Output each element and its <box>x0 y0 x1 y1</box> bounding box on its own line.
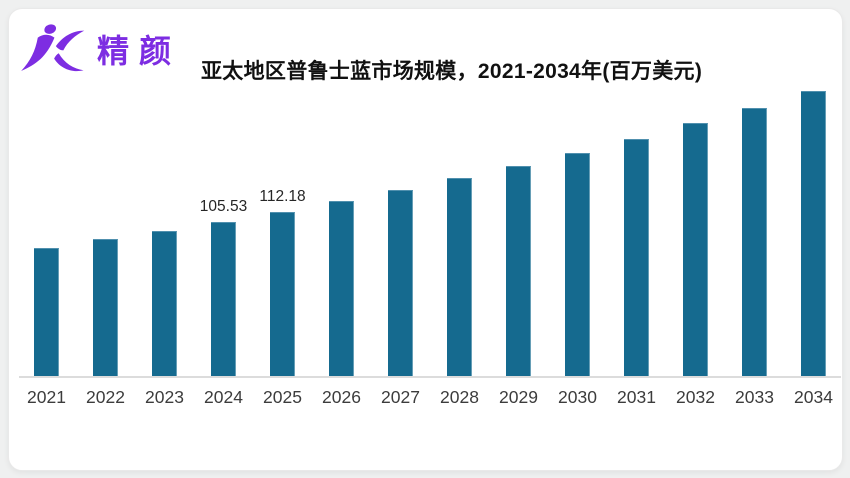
bar-2029 <box>506 166 531 377</box>
data-label-2025: 112.18 <box>259 188 306 205</box>
x-tick-2024: 2024 <box>204 387 243 407</box>
chart-title: 亚太地区普鲁士蓝市场规模，2021-2034年(百万美元) <box>201 60 703 83</box>
bar-2028 <box>447 178 472 377</box>
bar-2026 <box>329 201 354 377</box>
report-card: 精颜 亚太地区普鲁士蓝市场规模，2021-2034年(百万美元) 105.53 1… <box>8 8 843 471</box>
bar-2032 <box>683 123 708 377</box>
brand-logo-mark-icon <box>21 24 85 72</box>
x-tick-2023: 2023 <box>145 387 184 407</box>
bar-2034 <box>801 91 826 377</box>
bar-slot-2027 <box>371 9 430 377</box>
x-tick-2022: 2022 <box>86 387 125 407</box>
bar-slot-2034 <box>784 9 842 377</box>
bar-slot-2021 <box>17 9 76 377</box>
bar-chart: 105.53 112.18 2021 2022 2023 2024 2025 2026 202… <box>17 9 842 419</box>
bar-2022 <box>93 239 118 377</box>
bar-slot-2024: 105.53 <box>194 9 253 377</box>
brand-logo-text: 精颜 <box>97 33 182 69</box>
data-label-2024: 105.53 <box>199 198 248 215</box>
x-axis-line <box>19 376 841 378</box>
x-tick-2033: 2033 <box>735 387 774 407</box>
x-tick-2029: 2029 <box>499 387 538 407</box>
bar-2027 <box>388 190 413 377</box>
bar-2031 <box>624 139 649 377</box>
bar-2023 <box>152 231 177 377</box>
bar-2033 <box>742 108 767 377</box>
bar-slot-2023 <box>135 9 194 377</box>
bar-slot-2033 <box>725 9 784 377</box>
bar-slot-2026 <box>312 9 371 377</box>
x-tick-2031: 2031 <box>617 387 656 407</box>
bar-2024 <box>211 222 236 377</box>
x-tick-2021: 2021 <box>27 387 66 407</box>
bar-slot-2025: 112.18 <box>253 9 312 377</box>
bar-2021 <box>34 248 59 377</box>
bar-2030 <box>565 153 590 377</box>
x-axis-labels: 2021 2022 2023 2024 2025 2026 2027 2028 2029 2030… <box>17 387 842 408</box>
x-tick-2030: 2030 <box>558 387 597 407</box>
chart-plot-area: 105.53 112.18 <box>17 9 842 377</box>
x-tick-2026: 2026 <box>322 387 361 407</box>
x-tick-2032: 2032 <box>676 387 715 407</box>
bar-slot-2029 <box>489 9 548 377</box>
x-tick-2028: 2028 <box>440 387 479 407</box>
x-tick-2025: 2025 <box>263 387 302 407</box>
bar-slot-2032 <box>666 9 725 377</box>
x-tick-2034: 2034 <box>794 387 833 407</box>
bar-slot-2028 <box>430 9 489 377</box>
bar-2025 <box>270 212 295 377</box>
brand-logo: 精颜 <box>19 17 181 81</box>
bar-slot-2031 <box>607 9 666 377</box>
x-tick-2027: 2027 <box>381 387 420 407</box>
bar-slot-2030 <box>548 9 607 377</box>
bar-slot-2022 <box>76 9 135 377</box>
